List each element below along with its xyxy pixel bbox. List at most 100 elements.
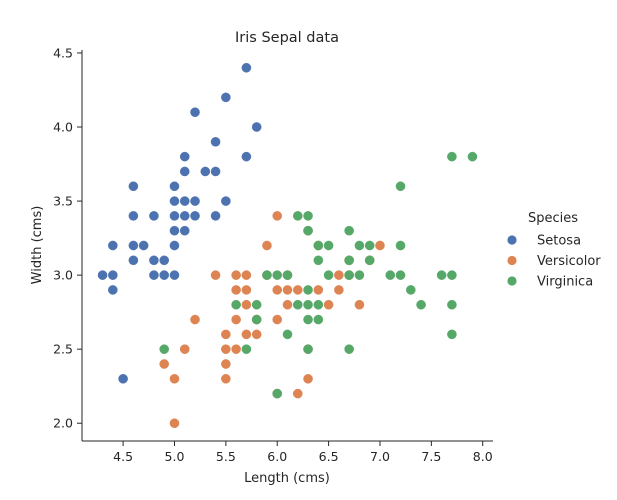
data-point-virginica: [395, 181, 406, 192]
data-point-setosa: [149, 270, 159, 280]
data-point-virginica: [231, 299, 241, 310]
data-point-setosa: [179, 225, 190, 236]
data-point-versicolor: [313, 285, 324, 295]
data-point-virginica: [436, 270, 447, 280]
x-tick-label: 8.0: [473, 449, 493, 464]
data-point-virginica: [251, 314, 262, 325]
data-point-virginica: [303, 344, 313, 354]
data-point-virginica: [405, 285, 416, 295]
legend-label-versicolor: Versicolor: [537, 254, 601, 269]
data-point-virginica: [303, 285, 313, 295]
data-point-virginica: [303, 225, 313, 236]
data-point-virginica: [385, 270, 396, 280]
data-point-virginica: [251, 299, 262, 310]
data-point-versicolor: [375, 240, 385, 251]
data-point-virginica: [395, 240, 406, 251]
data-point-versicolor: [221, 359, 231, 369]
data-point-setosa: [97, 270, 108, 280]
data-point-virginica: [323, 270, 334, 280]
data-point-setosa: [200, 166, 211, 177]
data-point-versicolor: [241, 299, 252, 310]
x-axis-label: Length (cms): [244, 471, 330, 486]
series-setosa: [97, 62, 262, 384]
data-point-setosa: [169, 225, 180, 236]
data-point-virginica: [303, 299, 313, 310]
data-point-setosa: [190, 107, 200, 118]
y-tick-label: 4.0: [53, 120, 73, 135]
data-point-versicolor: [303, 373, 313, 384]
data-point-virginica: [313, 240, 324, 251]
legend-title: Species: [528, 211, 578, 226]
data-point-virginica: [313, 299, 324, 310]
data-point-versicolor: [159, 359, 169, 369]
data-point-setosa: [179, 196, 190, 206]
y-tick-label: 4.5: [53, 45, 73, 60]
data-point-virginica: [447, 299, 457, 310]
data-point-virginica: [282, 270, 293, 280]
data-point-virginica: [303, 211, 313, 221]
data-point-versicolor: [334, 285, 344, 295]
data-point-versicolor: [272, 285, 283, 295]
data-point-versicolor: [323, 299, 334, 310]
data-point-versicolor: [210, 270, 221, 280]
data-point-setosa: [128, 240, 139, 251]
data-point-setosa: [169, 196, 180, 206]
x-axis-ticks: 4.5 5.0 5.5 6.0 6.5 7.0 7.5 8.0: [113, 441, 493, 464]
data-point-setosa: [159, 270, 169, 280]
legend-marker-versicolor: [507, 255, 517, 266]
data-point-virginica: [395, 270, 406, 280]
data-point-virginica: [272, 388, 283, 399]
data-point-versicolor: [231, 270, 241, 280]
legend-marker-setosa: [507, 235, 517, 245]
data-point-setosa: [169, 240, 180, 251]
data-point-virginica: [313, 314, 324, 325]
data-point-virginica: [354, 240, 365, 251]
data-point-setosa: [108, 270, 118, 280]
data-point-setosa: [149, 255, 159, 266]
data-point-versicolor: [231, 314, 241, 325]
x-tick-label: 4.5: [113, 449, 133, 464]
y-tick-label: 2.5: [53, 342, 73, 357]
data-point-versicolor: [272, 211, 283, 221]
data-point-virginica: [416, 299, 426, 310]
data-point-virginica: [364, 255, 375, 266]
data-point-setosa: [149, 211, 159, 221]
data-point-versicolor: [282, 299, 293, 310]
legend-label-setosa: Setosa: [537, 234, 581, 249]
data-point-virginica: [292, 299, 303, 310]
data-point-virginica: [303, 314, 313, 325]
data-point-versicolor: [221, 373, 231, 384]
data-point-setosa: [210, 166, 221, 177]
data-point-setosa: [169, 211, 180, 221]
data-point-setosa: [128, 211, 139, 221]
x-tick-label: 7.5: [421, 449, 441, 464]
data-point-setosa: [241, 62, 252, 73]
data-point-virginica: [344, 255, 354, 266]
data-point-versicolor: [282, 285, 293, 295]
y-axis-ticks: 2.0 2.5 3.0 3.5 4.0 4.5: [53, 45, 82, 431]
y-tick-label: 3.5: [53, 194, 73, 209]
data-point-setosa: [179, 166, 190, 177]
x-tick-label: 6.0: [267, 449, 287, 464]
data-point-setosa: [118, 373, 128, 384]
data-point-versicolor: [292, 285, 303, 295]
data-point-setosa: [179, 211, 190, 221]
data-point-versicolor: [231, 344, 241, 354]
data-point-versicolor: [272, 314, 283, 325]
y-axis-label: Width (cms): [30, 206, 45, 285]
chart-title: Iris Sepal data: [235, 30, 339, 46]
data-point-versicolor: [221, 344, 231, 354]
data-point-versicolor: [169, 373, 180, 384]
data-point-setosa: [241, 151, 252, 162]
data-point-virginica: [467, 151, 478, 162]
data-point-versicolor: [241, 285, 252, 295]
x-tick-label: 6.5: [319, 449, 339, 464]
data-point-virginica: [272, 270, 283, 280]
data-point-versicolor: [231, 285, 241, 295]
data-point-setosa: [128, 181, 139, 192]
data-point-setosa: [169, 270, 180, 280]
data-point-versicolor: [262, 240, 272, 251]
data-point-versicolor: [354, 299, 365, 310]
data-point-setosa: [169, 181, 180, 192]
